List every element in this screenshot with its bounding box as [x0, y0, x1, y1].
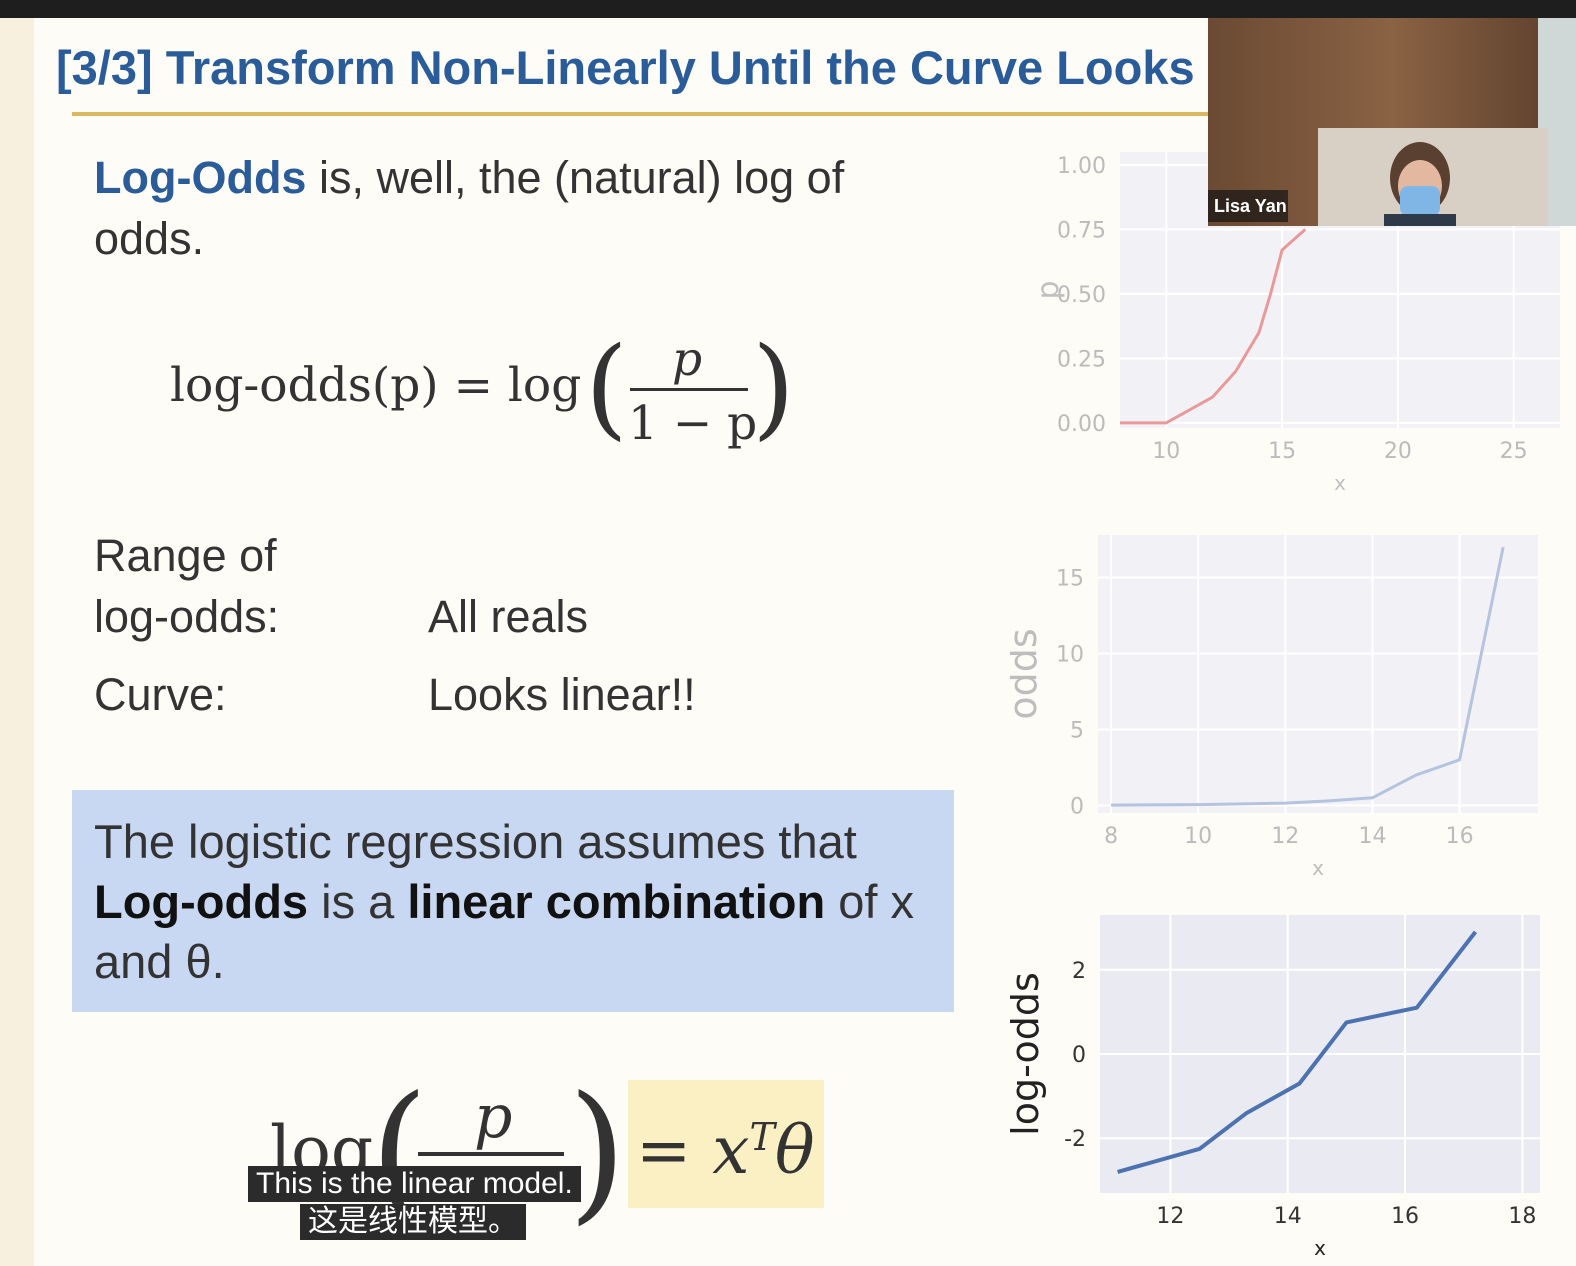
y-axis-label: log-odds [1010, 972, 1047, 1136]
callout-end: of x [825, 875, 914, 929]
x-tick-label: 12 [1156, 1204, 1184, 1229]
x-tick-label: 15 [1268, 439, 1296, 464]
y-tick-label: 10 [1056, 642, 1084, 667]
bottom-eq-right-paren: ) [568, 1065, 627, 1239]
assumption-callout: The logistic regression assumes that Log-… [72, 790, 954, 1012]
range-label-2: log-odds: [94, 590, 280, 642]
definition-text: Log-Odds is, well, the (natural) log of o… [94, 148, 954, 270]
eq-denominator: 1 − p [628, 396, 758, 451]
eq-fraction-bar [630, 388, 748, 391]
bottom-eq-rhs: = xTθ [636, 1112, 815, 1189]
y-tick-label: 0 [1072, 1043, 1086, 1068]
x-tick-label: 25 [1500, 439, 1528, 464]
callout-term2: linear combination [407, 875, 826, 929]
plot-background [1098, 535, 1538, 813]
slide-title: [3/3] Transform Non-Linearly Until the C… [56, 41, 1237, 94]
chart-log-odds-vs-x: 12 14 16 18 -2 0 2 x log-odds [1010, 915, 1540, 1260]
x-tick-label: 18 [1508, 1204, 1536, 1229]
series-line [1111, 546, 1505, 807]
callout-text: The logistic regression assumes that Log-… [94, 812, 944, 992]
curve-label: Curve: [94, 669, 227, 720]
def-term: Log-Odds [94, 152, 307, 203]
eq-left-paren: ( [585, 323, 628, 451]
curve-value: Looks linear!! [428, 669, 696, 720]
x-tick-label: 10 [1152, 439, 1180, 464]
bottom-eq-fraction-bar [418, 1152, 564, 1156]
x-tick-label: 10 [1184, 824, 1212, 849]
y-tick-label: 5 [1070, 718, 1084, 743]
caption-chinese: 这是线性模型。 [300, 1204, 526, 1240]
x-axis-label: x [1334, 471, 1346, 495]
x-axis-label: x [1314, 1236, 1326, 1260]
series-line [1117, 930, 1478, 1174]
def-rest: is, well, the (natural) log of [306, 152, 845, 203]
def-line2: odds. [94, 212, 205, 264]
range-value: All reals [428, 591, 589, 642]
y-axis-label: p [1031, 280, 1066, 299]
y-tick-label: 0.50 [1057, 283, 1106, 308]
range-label-1: Range of [94, 530, 277, 581]
y-tick-label: 0 [1070, 794, 1084, 819]
webcam-name-badge: Lisa Yan [1208, 190, 1288, 222]
y-tick-label: 1.00 [1057, 154, 1106, 179]
x-tick-label: 8 [1104, 824, 1118, 849]
range-label: Range of log-odds: [94, 526, 279, 648]
chart-odds-vs-x: 8 10 12 14 16 0 5 10 15 x odds [1010, 535, 1538, 880]
x-tick-label: 20 [1384, 439, 1412, 464]
callout-mid: is a [308, 875, 408, 929]
bottom-eq-transpose: T [749, 1115, 775, 1159]
bottom-eq-numerator: p [474, 1082, 513, 1152]
y-tick-label: 2 [1072, 959, 1086, 984]
x-tick-label: 16 [1391, 1204, 1419, 1229]
eq-numerator: p [672, 332, 703, 387]
callout-line3: and θ. [94, 935, 225, 989]
x-tick-label: 14 [1358, 824, 1386, 849]
x-tick-label: 16 [1446, 824, 1474, 849]
bottom-eq-theta: θ [774, 1112, 815, 1189]
y-axis-label: odds [1010, 628, 1045, 719]
bottom-eq-rhs-main: = x [636, 1112, 750, 1189]
y-tick-label: 0.00 [1057, 412, 1106, 437]
eq-right-paren: ) [752, 323, 795, 451]
y-tick-label: 0.75 [1057, 218, 1106, 243]
series-line [1120, 228, 1307, 425]
y-tick-label: 15 [1056, 567, 1084, 592]
callout-line1: The logistic regression assumes that [94, 815, 857, 868]
x-tick-label: 14 [1274, 1204, 1302, 1229]
eq-lhs: log-odds(p) = log [170, 358, 582, 413]
y-tick-label: -2 [1064, 1127, 1086, 1152]
left-strip [0, 18, 34, 1266]
equation-highlight-box [628, 1080, 824, 1208]
top-bar [0, 0, 1576, 18]
y-tick-label: 0.25 [1057, 347, 1106, 372]
x-tick-label: 12 [1271, 824, 1299, 849]
caption-english: This is the linear model. [248, 1166, 581, 1202]
callout-term1: Log-odds [94, 875, 309, 929]
title-underline [72, 112, 1212, 116]
x-axis-label: x [1312, 856, 1324, 880]
